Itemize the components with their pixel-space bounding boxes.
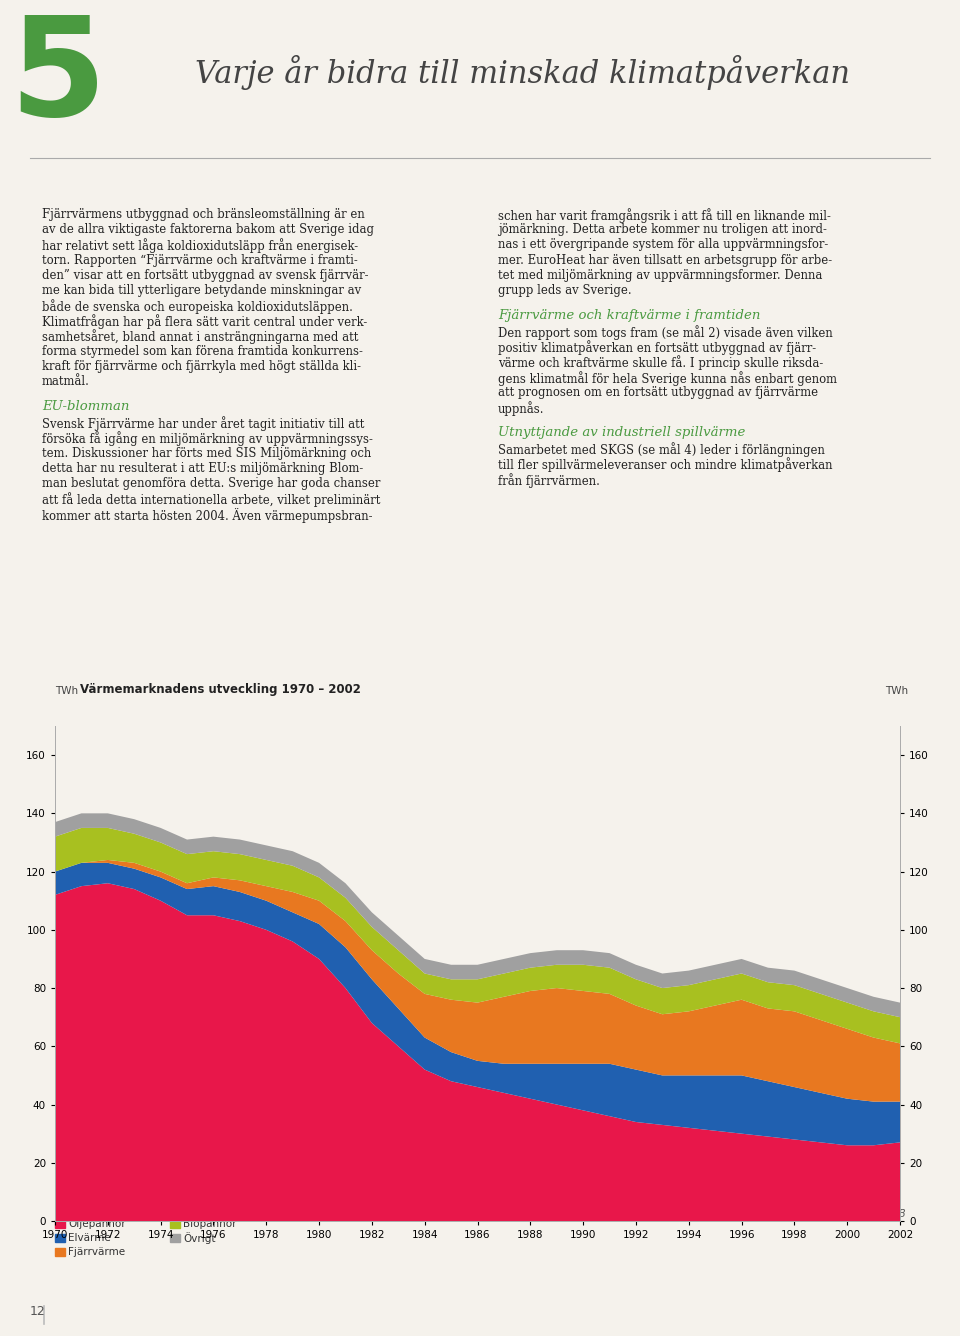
Text: man beslutat genomföra detta. Sverige har goda chanser: man beslutat genomföra detta. Sverige ha… xyxy=(42,477,380,490)
Text: EU-blomman: EU-blomman xyxy=(42,401,130,413)
Text: Biopannor: Biopannor xyxy=(183,1218,236,1229)
Text: forma styrmedel som kan förena framtida konkurrens-: forma styrmedel som kan förena framtida … xyxy=(42,345,363,358)
Bar xyxy=(170,1234,180,1242)
Text: 5: 5 xyxy=(10,11,107,146)
Text: Svensk Fjärrvärme har under året tagit initiativ till att: Svensk Fjärrvärme har under året tagit i… xyxy=(42,417,365,432)
Text: kraft för fjärrvärme och fjärrkyla med högt ställda kli-: kraft för fjärrvärme och fjärrkyla med h… xyxy=(42,359,361,373)
Text: TWh: TWh xyxy=(55,685,78,696)
Text: försöka få igång en miljömärkning av uppvärmningssys-: försöka få igång en miljömärkning av upp… xyxy=(42,432,372,446)
Text: Oljepannor: Oljepannor xyxy=(68,1218,126,1229)
Text: nas i ett övergripande system för alla uppvärmningsfor-: nas i ett övergripande system för alla u… xyxy=(498,238,828,251)
Text: TWh: TWh xyxy=(885,685,908,696)
Bar xyxy=(55,1234,65,1242)
Text: jömärkning. Detta arbete kommer nu troligen att inord-: jömärkning. Detta arbete kommer nu troli… xyxy=(498,223,827,236)
Text: Övrigt: Övrigt xyxy=(183,1232,215,1244)
Text: värme och kraftvärme skulle få. I princip skulle riksda-: värme och kraftvärme skulle få. I princi… xyxy=(498,355,824,370)
Text: torn. Rapporten “Fjärrvärme och kraftvärme i framti-: torn. Rapporten “Fjärrvärme och kraftvär… xyxy=(42,254,358,267)
Text: Varje år bidra till minskad klimatpåverkan: Varje år bidra till minskad klimatpåverk… xyxy=(195,55,850,90)
Text: samhetsåret, bland annat i ansträngningarna med att: samhetsåret, bland annat i ansträngninga… xyxy=(42,330,358,345)
Text: gens klimatmål för hela Sverige kunna nås enbart genom: gens klimatmål för hela Sverige kunna nå… xyxy=(498,371,837,386)
Bar xyxy=(170,1220,180,1228)
Text: både de svenska och europeiska koldioxidutsläppen.: både de svenska och europeiska koldioxid… xyxy=(42,299,353,314)
Text: schen har varit framgångsrik i att få till en liknande mil-: schen har varit framgångsrik i att få ti… xyxy=(498,208,830,223)
Text: Utnyttjande av industriell spillvärme: Utnyttjande av industriell spillvärme xyxy=(498,426,745,440)
Text: Den rapport som togs fram (se mål 2) visade även vilken: Den rapport som togs fram (se mål 2) vis… xyxy=(498,325,832,341)
Text: Elvärme: Elvärme xyxy=(68,1233,110,1242)
Text: tet med miljömärkning av uppvärmningsformer. Denna: tet med miljömärkning av uppvärmningsfor… xyxy=(498,269,823,282)
Text: positiv klimatpåverkan en fortsätt utbyggnad av fjärr-: positiv klimatpåverkan en fortsätt utbyg… xyxy=(498,341,816,355)
Text: Källa: SCB: Källa: SCB xyxy=(856,1209,906,1218)
Text: me kan bida till ytterligare betydande minskningar av: me kan bida till ytterligare betydande m… xyxy=(42,285,361,297)
Text: Fjärrvärmens utbyggnad och bränsleomställning är en: Fjärrvärmens utbyggnad och bränsleomstäl… xyxy=(42,208,365,220)
Text: från fjärrvärmen.: från fjärrvärmen. xyxy=(498,473,600,488)
Text: detta har nu resulterat i att EU:s miljömärkning Blom-: detta har nu resulterat i att EU:s miljö… xyxy=(42,462,363,476)
Text: Fjärrvärme och kraftvärme i framtiden: Fjärrvärme och kraftvärme i framtiden xyxy=(498,309,760,322)
Text: Samarbetet med SKGS (se mål 4) leder i förlängningen: Samarbetet med SKGS (se mål 4) leder i f… xyxy=(498,442,825,457)
Bar xyxy=(55,1220,65,1228)
Text: Värmemarknadens utveckling 1970 – 2002: Värmemarknadens utveckling 1970 – 2002 xyxy=(80,683,361,696)
Text: Klimatfrågan har på flera sätt varit central under verk-: Klimatfrågan har på flera sätt varit cen… xyxy=(42,314,368,329)
Text: av de allra viktigaste faktorerna bakom att Sverige idag: av de allra viktigaste faktorerna bakom … xyxy=(42,223,374,236)
Text: till fler spillvärmeleveranser och mindre klimatpåverkan: till fler spillvärmeleveranser och mindr… xyxy=(498,458,832,473)
Text: uppnås.: uppnås. xyxy=(498,401,544,415)
Text: att få leda detta internationella arbete, vilket preliminärt: att få leda detta internationella arbete… xyxy=(42,493,380,508)
Text: Fjärrvärme: Fjärrvärme xyxy=(68,1246,125,1257)
Text: matmål.: matmål. xyxy=(42,375,90,389)
Bar xyxy=(55,1248,65,1256)
Text: att prognosen om en fortsätt utbyggnad av fjärrvärme: att prognosen om en fortsätt utbyggnad a… xyxy=(498,386,818,399)
Text: mer. EuroHeat har även tillsatt en arbetsgrupp för arbe-: mer. EuroHeat har även tillsatt en arbet… xyxy=(498,254,832,267)
Text: kommer att starta hösten 2004. Även värmepumpsbran-: kommer att starta hösten 2004. Även värm… xyxy=(42,508,372,522)
Text: har relativt sett låga koldioxidutsläpp från energisek-: har relativt sett låga koldioxidutsläpp … xyxy=(42,238,358,254)
Text: den” visar att en fortsätt utbyggnad av svensk fjärrvär-: den” visar att en fortsätt utbyggnad av … xyxy=(42,269,369,282)
Text: grupp leds av Sverige.: grupp leds av Sverige. xyxy=(498,285,632,297)
Text: tem. Diskussioner har förts med SIS Miljömärkning och: tem. Diskussioner har förts med SIS Milj… xyxy=(42,446,372,460)
Text: 12: 12 xyxy=(30,1305,46,1319)
